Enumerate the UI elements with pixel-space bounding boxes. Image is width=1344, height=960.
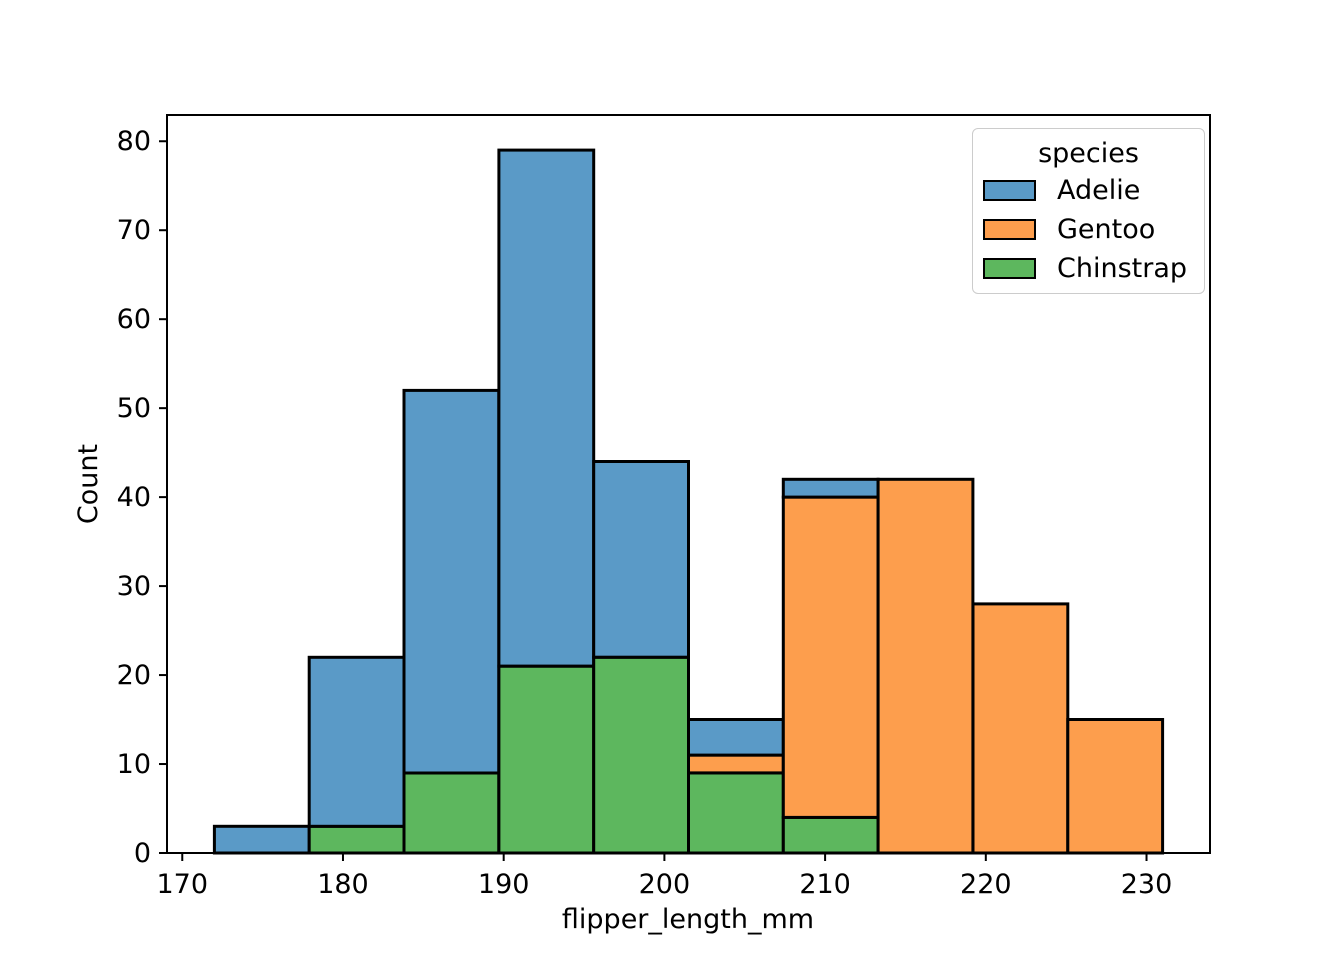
x-tick-label: 190 xyxy=(478,869,530,900)
bar-segment-chinstrap xyxy=(687,771,785,855)
legend-label-chinstrap: Chinstrap xyxy=(1057,253,1188,284)
legend-entry-adelie: Adelie xyxy=(973,171,1204,210)
bar-segment-chinstrap xyxy=(402,771,501,855)
bar-segment-gentoo xyxy=(687,753,785,775)
chinstrap-swatch-icon xyxy=(983,258,1036,279)
bar-segment-adelie xyxy=(687,718,785,757)
x-axis-label: flipper_length_mm xyxy=(562,904,814,935)
legend-label-adelie: Adelie xyxy=(1057,175,1141,206)
legend-entry-gentoo: Gentoo xyxy=(973,210,1204,249)
y-tick-label: 80 xyxy=(117,126,151,157)
bar-segment-chinstrap xyxy=(781,815,880,855)
y-tick-label: 50 xyxy=(117,393,151,424)
y-tick-label: 60 xyxy=(117,304,151,335)
bar-segment-gentoo xyxy=(876,477,975,855)
bar-segment-adelie xyxy=(497,148,596,668)
legend-entry-chinstrap: Chinstrap xyxy=(973,249,1204,288)
y-tick-label: 0 xyxy=(134,838,151,869)
bar-segment-chinstrap xyxy=(307,824,406,855)
bars-layer xyxy=(212,148,1165,855)
bar-segment-adelie xyxy=(307,655,406,828)
bar-segment-gentoo xyxy=(1066,718,1165,855)
legend: species Adelie Gentoo Chinstrap xyxy=(972,128,1205,294)
axes-layer: 170 180 190 200 210 220 230 0 10 20 30 40 50 60 70 80 xyxy=(117,114,1211,900)
labels-layer: flipper_length_mm Count xyxy=(73,444,814,935)
y-tick-label: 70 xyxy=(117,215,151,246)
gentoo-swatch-icon xyxy=(983,219,1036,240)
x-tick-label: 230 xyxy=(1121,869,1173,900)
x-tick-label: 180 xyxy=(317,869,369,900)
y-tick-label: 20 xyxy=(117,660,151,691)
legend-label-gentoo: Gentoo xyxy=(1057,214,1156,245)
bar-segment-gentoo xyxy=(971,602,1070,855)
bar-segment-gentoo xyxy=(781,495,880,819)
plot-frame xyxy=(166,114,1211,854)
y-tick-label: 30 xyxy=(117,571,151,602)
bar-segment-adelie xyxy=(592,460,691,659)
legend-title: species xyxy=(1038,138,1139,169)
y-tick-label: 40 xyxy=(117,482,151,513)
adelie-swatch-icon xyxy=(983,180,1036,201)
x-tick-label: 200 xyxy=(639,869,691,900)
bar-segment-chinstrap xyxy=(497,664,596,855)
x-tick-label: 210 xyxy=(799,869,851,900)
bar-segment-adelie xyxy=(781,477,880,499)
x-tick-label: 220 xyxy=(960,869,1012,900)
y-tick-label: 10 xyxy=(117,749,151,780)
bar-segment-adelie xyxy=(402,388,501,775)
y-axis-label: Count xyxy=(73,444,104,524)
x-tick-label: 170 xyxy=(156,869,208,900)
bar-segment-adelie xyxy=(212,824,311,855)
bar-segment-chinstrap xyxy=(592,655,691,855)
